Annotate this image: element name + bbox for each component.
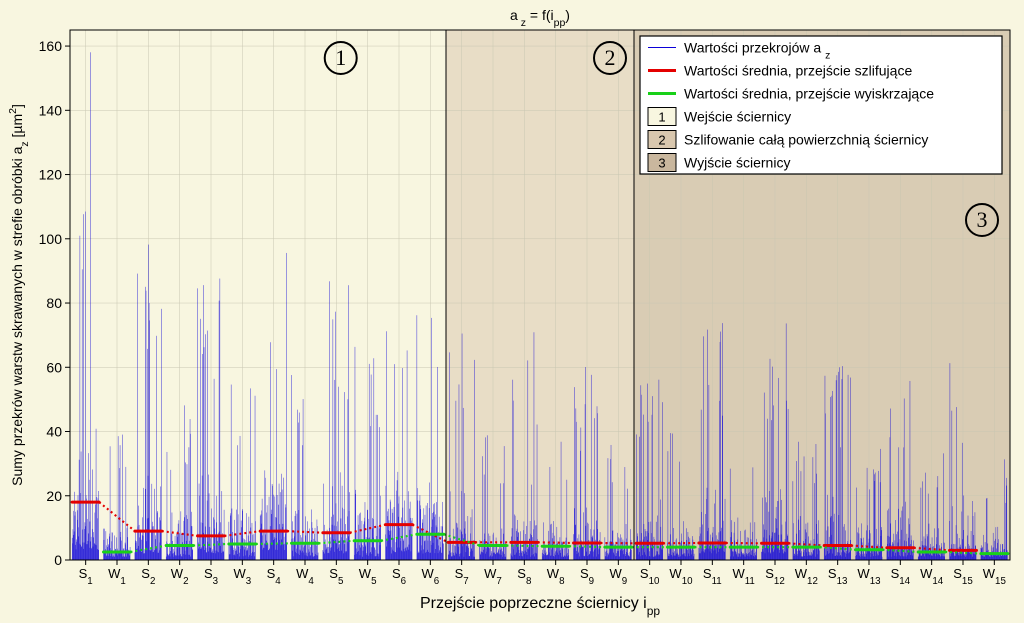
ytick-label: 80	[46, 295, 62, 311]
ytick-label: 60	[46, 359, 62, 375]
svg-text:3: 3	[658, 156, 665, 171]
svg-text:1: 1	[335, 45, 346, 70]
ytick-label: 20	[46, 488, 62, 504]
ytick-label: 160	[39, 38, 63, 54]
ytick-label: 100	[39, 231, 63, 247]
svg-text:2: 2	[605, 45, 616, 70]
ytick-label: 140	[39, 102, 63, 118]
ytick-label: 120	[39, 167, 63, 183]
ytick-label: 0	[54, 552, 62, 568]
legend-label: Wejście ściernicy	[684, 109, 791, 125]
legend-label: Wartości średnia, przejście wyiskrzające	[684, 86, 934, 102]
svg-text:2: 2	[658, 133, 665, 148]
chart-svg: 123020406080100120140160S1W1S2W2S3W3S4W4…	[0, 0, 1024, 623]
ytick-label: 40	[46, 424, 62, 440]
legend: Wartości przekrojów a zWartości średnia,…	[640, 36, 1002, 174]
chart-root: 123020406080100120140160S1W1S2W2S3W3S4W4…	[0, 0, 1024, 623]
legend-label: Szlifowanie całą powierzchnią ściernicy	[684, 132, 928, 148]
svg-text:1: 1	[658, 110, 665, 125]
legend-label: Wyjście ściernicy	[684, 155, 790, 171]
svg-text:3: 3	[977, 207, 988, 232]
legend-label: Wartości średnia, przejście szlifujące	[684, 63, 912, 79]
